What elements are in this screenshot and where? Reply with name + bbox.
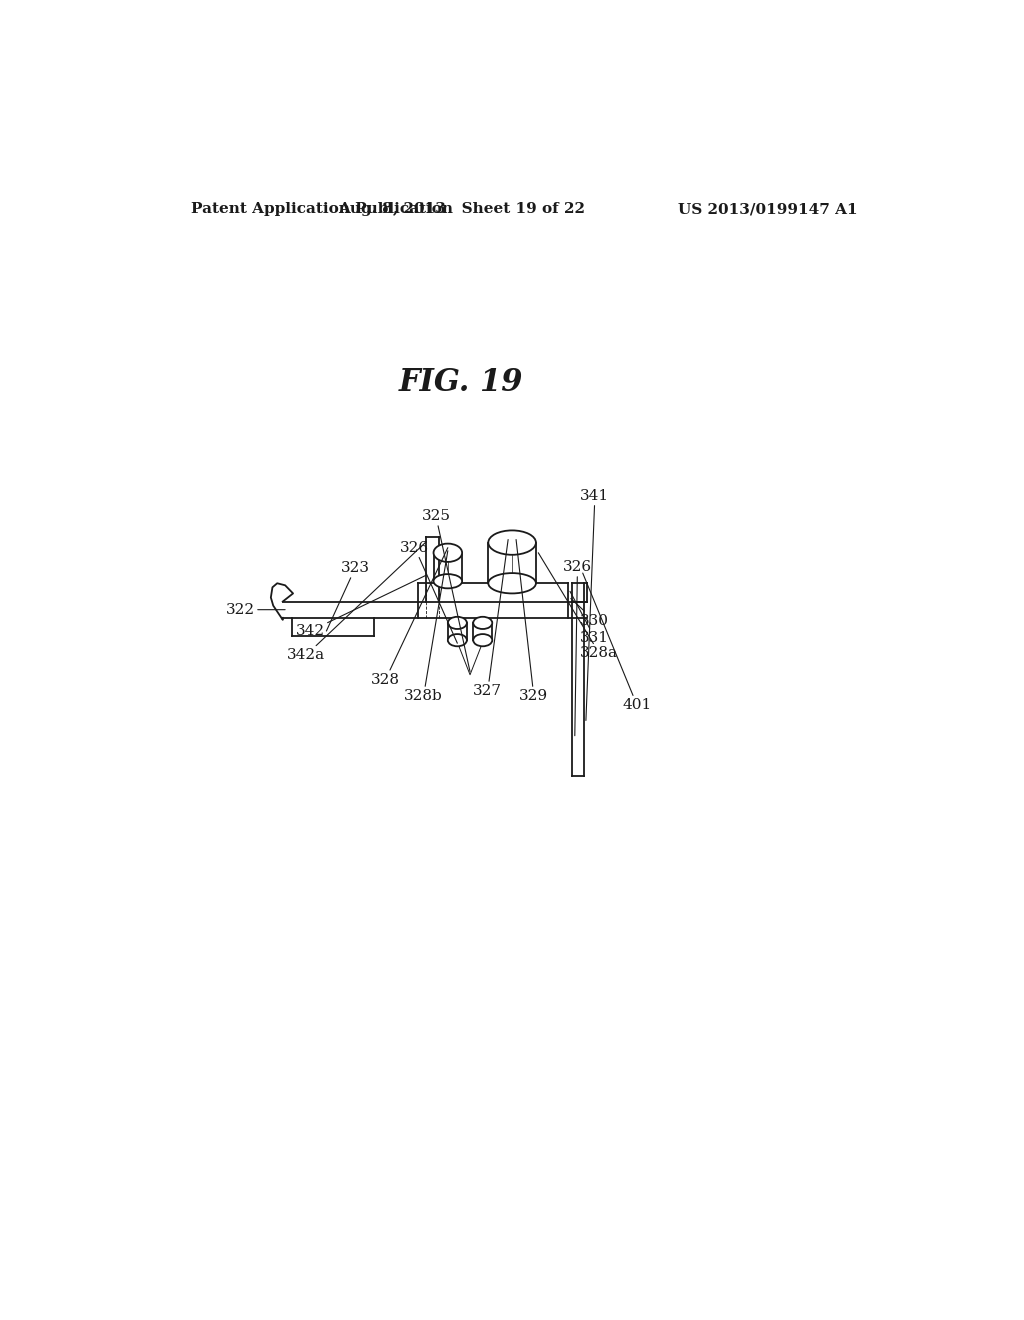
Text: 322: 322 xyxy=(226,603,285,616)
Ellipse shape xyxy=(473,616,493,630)
Text: 325: 325 xyxy=(422,510,470,672)
Text: Aug. 8, 2013   Sheet 19 of 22: Aug. 8, 2013 Sheet 19 of 22 xyxy=(338,202,585,216)
Text: 327: 327 xyxy=(473,540,508,698)
Text: 330: 330 xyxy=(570,598,609,628)
Text: 331: 331 xyxy=(570,591,609,645)
Text: 401: 401 xyxy=(583,573,651,713)
Text: 328b: 328b xyxy=(404,550,447,704)
Text: US 2013/0199147 A1: US 2013/0199147 A1 xyxy=(679,202,858,216)
Ellipse shape xyxy=(488,573,536,594)
Text: 341: 341 xyxy=(581,488,609,721)
Ellipse shape xyxy=(473,634,493,647)
Text: 326: 326 xyxy=(563,560,592,735)
Ellipse shape xyxy=(447,616,467,630)
Ellipse shape xyxy=(433,574,462,589)
Text: 326: 326 xyxy=(400,541,458,643)
Text: Patent Application Publication: Patent Application Publication xyxy=(191,202,454,216)
Ellipse shape xyxy=(447,634,467,647)
Text: 323: 323 xyxy=(327,561,370,631)
Text: 342a: 342a xyxy=(287,541,426,663)
Text: FIG. 19: FIG. 19 xyxy=(399,367,523,397)
Ellipse shape xyxy=(433,544,462,562)
Text: 328: 328 xyxy=(371,548,447,686)
Text: 328a: 328a xyxy=(539,553,618,660)
Text: 329: 329 xyxy=(516,540,549,704)
Text: 342: 342 xyxy=(296,576,426,638)
Ellipse shape xyxy=(488,531,536,554)
